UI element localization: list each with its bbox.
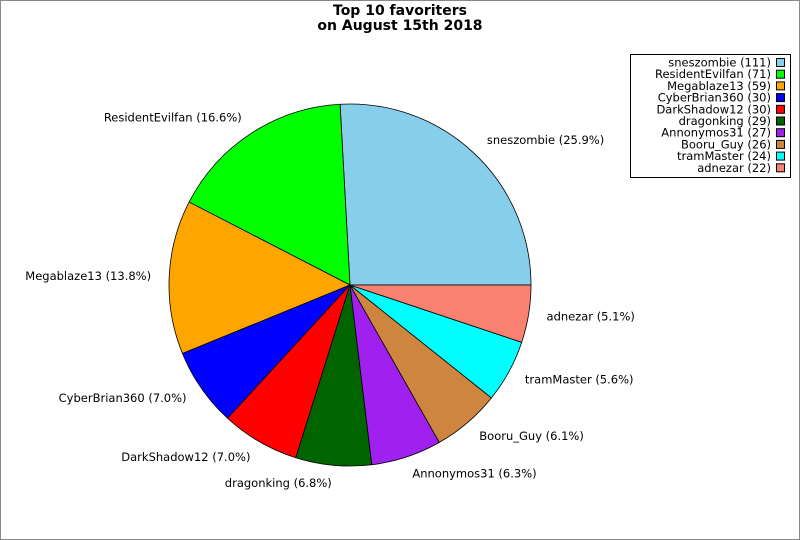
slice-label: CyberBrian360 (7.0%): [59, 391, 187, 405]
pie-slice: [168, 201, 351, 355]
chart-title: on August 15th 2018: [317, 18, 482, 34]
legend-swatch: [776, 58, 785, 67]
legend-label: sneszombie (111): [668, 56, 771, 70]
slice-label: Booru_Guy (6.1%): [479, 429, 584, 443]
pie-slice: [349, 284, 532, 343]
slice-label: Megablaze13 (13.8%): [25, 269, 151, 283]
slice-label: DarkShadow12 (7.0%): [121, 450, 250, 464]
legend-swatch: [776, 139, 785, 149]
slice-label: tramMaster (5.6%): [525, 373, 634, 387]
slice-label: ResidentEvilfan (16.6%): [104, 110, 242, 124]
legend-label: Annonymos31 (27): [661, 126, 771, 140]
legend-label: CyberBrian360 (30): [658, 91, 771, 105]
slice-label: Annonymos31 (6.3%): [412, 467, 536, 481]
legend-box: [630, 54, 791, 178]
legend-swatch: [776, 93, 785, 103]
legend-label: DarkShadow12 (30): [656, 102, 771, 116]
legend-swatch: [776, 163, 785, 173]
legend-swatch: [776, 151, 785, 161]
legend-swatch: [776, 81, 785, 91]
legend-swatch: [776, 116, 785, 126]
legend-label: ResidentEvilfan (71): [655, 67, 771, 81]
pie-slice: [339, 103, 532, 286]
slice-label: adnezar (5.1%): [547, 309, 635, 323]
chart-title: Top 10 favoriters: [333, 3, 467, 19]
legend-swatch: [776, 128, 785, 138]
legend-label: Booru_Guy (26): [681, 137, 771, 151]
legend-swatch: [776, 104, 785, 114]
legend-label: Megablaze13 (59): [667, 79, 771, 93]
legend-label: adnezar (22): [697, 161, 771, 175]
legend-label: tramMaster (24): [677, 149, 771, 163]
legend-swatch: [776, 69, 785, 79]
slice-label: dragonking (6.8%): [225, 476, 332, 490]
legend-label: dragonking (29): [679, 114, 771, 128]
slice-label: sneszombie (25.9%): [487, 133, 604, 147]
pie-slice: [188, 103, 351, 286]
